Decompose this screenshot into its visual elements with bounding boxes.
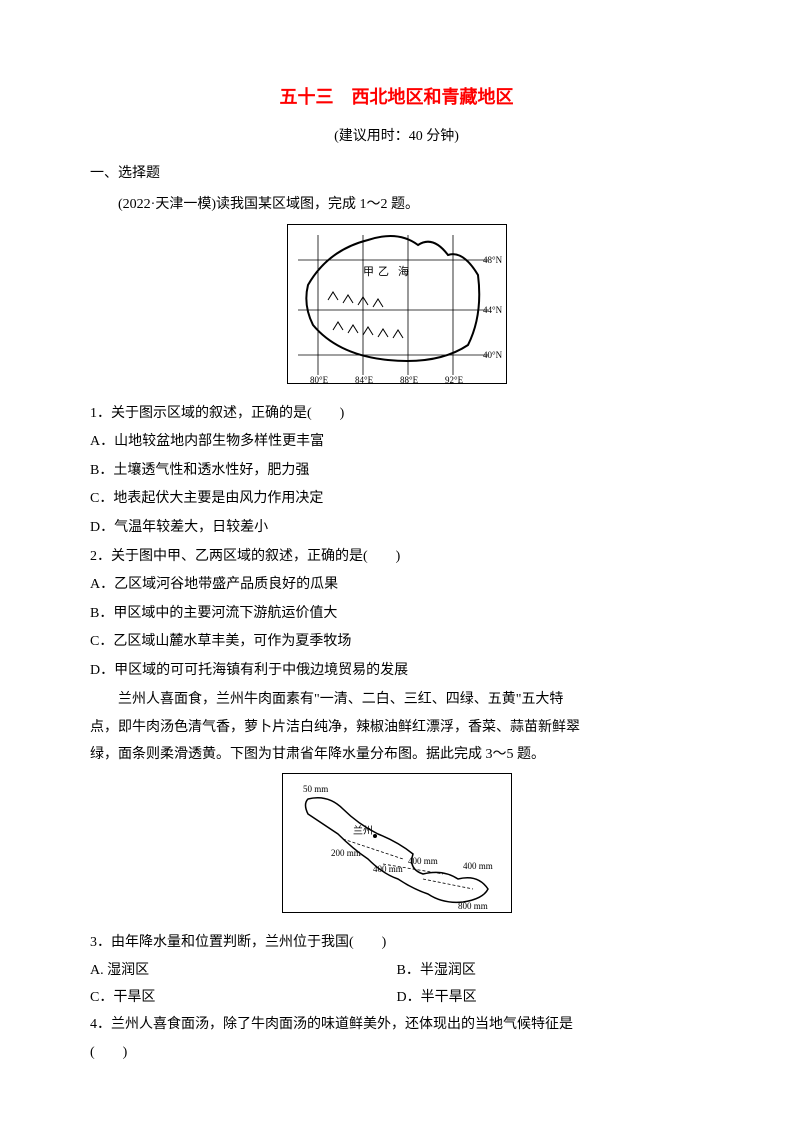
figure-2-map: 50 mm 200 mm 400 mm 400 mm 400 mm 800 mm… bbox=[282, 773, 512, 913]
question-4-stem-line2: ( ) bbox=[90, 1040, 703, 1067]
map-svg-1: 甲 乙 海 48°N 44°N 40°N 80°E 84°E 88°E 92°E bbox=[288, 225, 508, 385]
question-1-option-c: C．地表起伏大主要是由风力作用决定 bbox=[90, 486, 703, 513]
intro-paragraph-2-line2: 点，即牛肉汤色清气香，萝卜片洁白纯净，辣椒油鲜红漂浮，香菜、蒜苗新鲜翠 bbox=[90, 715, 703, 742]
map2-label-400mm-2: 400 mm bbox=[408, 856, 438, 866]
question-3-row-2: C．干旱区 D．半干旱区 bbox=[90, 985, 703, 1012]
question-2-option-d: D．甲区域的可可托海镇有利于中俄边境贸易的发展 bbox=[90, 658, 703, 685]
figure-2-container: 50 mm 200 mm 400 mm 400 mm 400 mm 800 mm… bbox=[90, 773, 703, 925]
question-4-stem-line1: 4．兰州人喜食面汤，除了牛肉面汤的味道鲜美外，还体现出的当地气候特征是 bbox=[90, 1012, 703, 1039]
map1-lat-44: 44°N bbox=[483, 305, 503, 315]
map1-lon-84: 84°E bbox=[355, 375, 374, 385]
figure-1-map: 甲 乙 海 48°N 44°N 40°N 80°E 84°E 88°E 92°E bbox=[287, 224, 507, 384]
map2-label-200mm: 200 mm bbox=[331, 848, 361, 858]
question-3-stem: 3．由年降水量和位置判断，兰州位于我国( ) bbox=[90, 930, 703, 957]
map2-city-dot bbox=[373, 834, 377, 838]
map1-lon-92: 92°E bbox=[445, 375, 464, 385]
map2-label-lanzhou: 兰州 bbox=[353, 824, 373, 837]
question-3-option-c: C．干旱区 bbox=[90, 985, 397, 1012]
question-2-stem: 2．关于图中甲、乙两区域的叙述，正确的是( ) bbox=[90, 544, 703, 571]
question-1-stem: 1．关于图示区域的叙述，正确的是( ) bbox=[90, 401, 703, 428]
map1-label-jia: 甲 bbox=[363, 266, 374, 278]
map1-lon-88: 88°E bbox=[400, 375, 419, 385]
question-3-row-1: A. 湿润区 B．半湿润区 bbox=[90, 958, 703, 985]
map1-lon-80: 80°E bbox=[310, 375, 329, 385]
document-subtitle: (建议用时：40 分钟) bbox=[90, 124, 703, 151]
question-1-option-a: A．山地较盆地内部生物多样性更丰富 bbox=[90, 429, 703, 456]
map1-lat-48: 48°N bbox=[483, 255, 503, 265]
intro-paragraph-2-line3: 绿，面条则柔滑透黄。下图为甘肃省年降水量分布图。据此完成 3～5 题。 bbox=[90, 742, 703, 769]
question-1-option-b: B．土壤透气性和透水性好，肥力强 bbox=[90, 458, 703, 485]
question-3-option-a: A. 湿润区 bbox=[90, 958, 397, 985]
map1-label-yi: 乙 bbox=[378, 265, 389, 278]
figure-1-container: 甲 乙 海 48°N 44°N 40°N 80°E 84°E 88°E 92°E bbox=[90, 224, 703, 396]
map1-label-hai: 海 bbox=[398, 264, 409, 278]
question-1-option-d: D．气温年较差大，日较差小 bbox=[90, 515, 703, 542]
question-2-option-a: A．乙区域河谷地带盛产品质良好的瓜果 bbox=[90, 572, 703, 599]
question-3-option-b: B．半湿润区 bbox=[397, 958, 704, 985]
map1-lat-40: 40°N bbox=[483, 350, 503, 360]
question-2-option-b: B．甲区域中的主要河流下游航运价值大 bbox=[90, 601, 703, 628]
map2-label-400mm-3: 400 mm bbox=[463, 861, 493, 871]
map-svg-2: 50 mm 200 mm 400 mm 400 mm 400 mm 800 mm… bbox=[283, 774, 513, 914]
map2-label-50mm: 50 mm bbox=[303, 784, 328, 794]
map2-label-400mm-1: 400 mm bbox=[373, 864, 403, 874]
question-3-option-d: D．半干旱区 bbox=[397, 985, 704, 1012]
section-heading-1: 一、选择题 bbox=[90, 161, 703, 188]
document-title: 五十三 西北地区和青藏地区 bbox=[90, 80, 703, 114]
intro-paragraph-1: (2022·天津一模)读我国某区域图，完成 1～2 题。 bbox=[90, 192, 703, 219]
intro-paragraph-2-line1: 兰州人喜面食，兰州牛肉面素有"一清、二白、三红、四绿、五黄"五大特 bbox=[90, 687, 703, 714]
question-2-option-c: C．乙区域山麓水草丰美，可作为夏季牧场 bbox=[90, 629, 703, 656]
map2-label-800mm: 800 mm bbox=[458, 901, 488, 911]
